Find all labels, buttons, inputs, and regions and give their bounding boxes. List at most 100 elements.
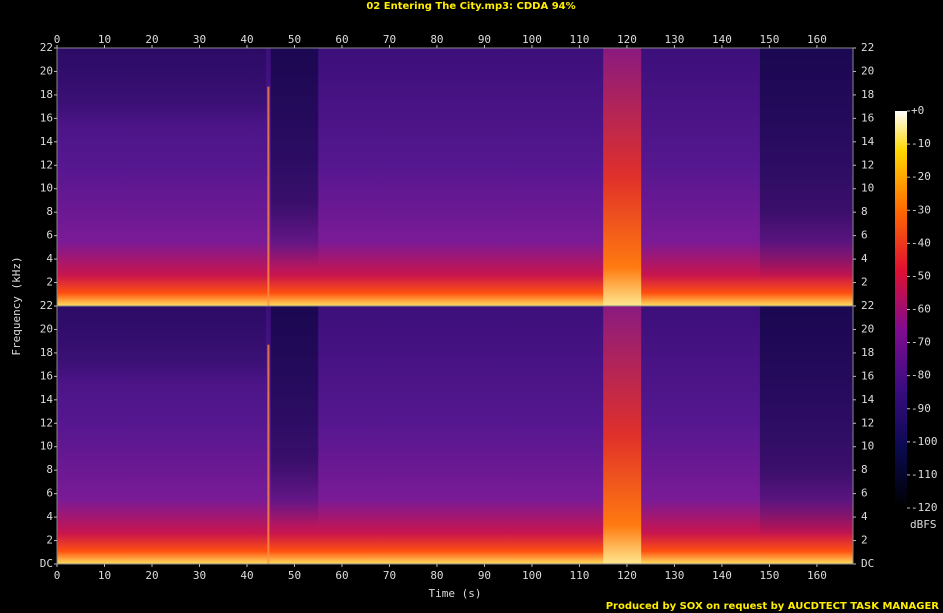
x-tick-label-top: 130 [664, 33, 684, 46]
y-tick-label-right: 12 [861, 416, 874, 429]
y-tick-label: 6 [46, 229, 53, 242]
y-tick-label-right: 4 [861, 252, 868, 265]
y-tick-label-right: 18 [861, 88, 874, 101]
chart-title: 02 Entering The City.mp3: CDDA 94% [366, 1, 575, 12]
x-tick-label: 0 [54, 569, 61, 582]
y-tick-label-right: 16 [861, 111, 874, 124]
x-tick-label: 110 [569, 569, 589, 582]
colorbar-tick-label: -50 [911, 269, 931, 282]
y-tick-label: 20 [40, 322, 53, 335]
transient-line [267, 344, 270, 564]
x-tick-label-top: 120 [617, 33, 637, 46]
y-tick-label: 18 [40, 346, 53, 359]
x-axis-label: Time (s) [429, 587, 482, 600]
x-tick-label-top: 20 [145, 33, 158, 46]
y-tick-label: 22 [40, 299, 53, 312]
y-tick-label: 14 [40, 135, 54, 148]
colorbar-tick-label: -110 [911, 468, 938, 481]
y-tick-label: 18 [40, 88, 53, 101]
footer: Produced by SOX on request by AUCDTECT T… [606, 601, 940, 612]
y-axis-label: Frequency (kHz) [10, 256, 23, 355]
y-tick-label-right: 12 [861, 158, 874, 171]
colorbar [895, 111, 907, 508]
colorbar-label: dBFS [910, 518, 937, 531]
y-tick-label-right: 10 [861, 182, 874, 195]
y-tick-label-right: 8 [861, 205, 868, 218]
x-tick-label: 150 [759, 569, 779, 582]
x-tick-label-top: 90 [478, 33, 491, 46]
x-tick-label: 100 [522, 569, 542, 582]
x-tick-label-top: 40 [240, 33, 253, 46]
colorbar-tick-label: -40 [911, 236, 931, 249]
x-tick-label-top: 70 [383, 33, 396, 46]
colorbar-tick-label: -30 [911, 203, 931, 216]
frame [56, 305, 854, 565]
x-tick-label-top: 140 [712, 33, 732, 46]
x-tick-label-top: 0 [54, 33, 61, 46]
y-tick-label: 10 [40, 182, 53, 195]
y-tick-label: 12 [40, 158, 53, 171]
y-tick-label-right: 6 [861, 229, 868, 242]
x-tick-label: 60 [335, 569, 348, 582]
y-tick-label: 12 [40, 416, 53, 429]
x-tick-label-top: 150 [759, 33, 779, 46]
y-tick-label: 8 [46, 463, 53, 476]
y-tick-label-right: 8 [861, 463, 868, 476]
x-tick-label: 20 [145, 569, 158, 582]
x-tick-label: 10 [98, 569, 111, 582]
x-tick-label: 50 [288, 569, 301, 582]
quiet-region [57, 306, 266, 384]
y-tick-label: 14 [40, 393, 54, 406]
y-tick-label: 20 [40, 64, 53, 77]
y-tick-label-right: 18 [861, 346, 874, 359]
x-tick-label-top: 10 [98, 33, 111, 46]
quiet-region [759, 48, 853, 281]
x-tick-label-top: 160 [807, 33, 827, 46]
colorbar-tick-label: -70 [911, 336, 931, 349]
x-tick-label: 130 [664, 569, 684, 582]
x-tick-label-top: 50 [288, 33, 301, 46]
colorbar-tick-label: -20 [911, 170, 931, 183]
colorbar-tick-label: -10 [911, 137, 931, 150]
colorbar-tick-label: -120 [911, 501, 938, 514]
y-tick-label: 2 [46, 534, 53, 547]
y-tick-label-right: 20 [861, 64, 874, 77]
quiet-region [57, 48, 266, 126]
x-tick-label: 70 [383, 569, 396, 582]
transient-line [267, 86, 270, 306]
quiet-region [759, 306, 853, 539]
x-tick-label: 40 [240, 569, 253, 582]
x-tick-label: 120 [617, 569, 637, 582]
burst-region [603, 306, 642, 564]
y-tick-label-right: 20 [861, 322, 874, 335]
y-tick-label-right: 6 [861, 487, 868, 500]
y-tick-label-right: 22 [861, 41, 874, 54]
y-tick-label-right: 14 [861, 135, 875, 148]
colorbar-tick-label: -100 [911, 435, 938, 448]
colorbar-tick-label: -60 [911, 303, 931, 316]
quiet-region [270, 306, 319, 526]
colorbar-tick-label: -90 [911, 402, 931, 415]
x-tick-label: 80 [430, 569, 443, 582]
y-tick-label: 4 [46, 252, 53, 265]
colorbar-tick-label: -80 [911, 369, 931, 382]
x-tick-label-top: 60 [335, 33, 348, 46]
y-tick-label-right: 14 [861, 393, 875, 406]
y-tick-label-right: 4 [861, 510, 868, 523]
y-tick-label: 10 [40, 440, 53, 453]
y-tick-label-right: 2 [861, 276, 868, 289]
x-tick-label-top: 80 [430, 33, 443, 46]
x-tick-label: 30 [193, 569, 206, 582]
y-tick-label-right: 22 [861, 299, 874, 312]
y-tick-label: 6 [46, 487, 53, 500]
y-tick-label-right: DC [861, 557, 874, 570]
x-tick-label-top: 110 [569, 33, 589, 46]
colorbar-tick-label: +0 [911, 104, 924, 117]
x-tick-label: 160 [807, 569, 827, 582]
quiet-region [270, 48, 319, 268]
y-tick-label: 22 [40, 41, 53, 54]
y-tick-label-right: 10 [861, 440, 874, 453]
y-tick-label: 8 [46, 205, 53, 218]
y-tick-label: 4 [46, 510, 53, 523]
y-tick-label: 16 [40, 111, 53, 124]
